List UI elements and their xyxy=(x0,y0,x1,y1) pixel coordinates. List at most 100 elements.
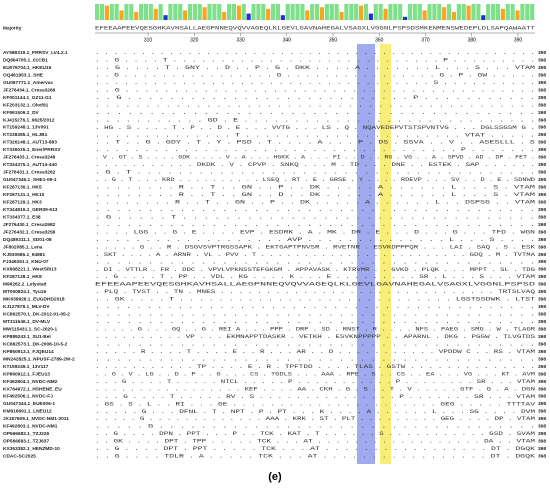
sequence: . . . . . . . . . . . . . . . . . . . . … xyxy=(95,110,535,116)
conservation-bar xyxy=(393,4,398,20)
sequence: . . . . . . . . . . . TP . . . . E . R .… xyxy=(95,364,535,370)
conservation-bar xyxy=(461,4,466,20)
sequence-name: KF287129.1_HK3 xyxy=(3,199,42,205)
end-position: 398 xyxy=(538,304,546,310)
end-position: 398 xyxy=(538,386,546,392)
ruler-label: 310 xyxy=(144,37,153,43)
conservation-bar xyxy=(407,4,413,20)
end-position: 398 xyxy=(538,379,546,385)
conservation-bar xyxy=(129,4,134,20)
sequence-name: M96262.2_Lelystad xyxy=(3,282,47,288)
sequence-name: KF492506.1_NVDC-FJ xyxy=(3,394,53,400)
end-position: 398 xyxy=(538,132,546,138)
end-position: 398 xyxy=(538,110,546,116)
conservation-bar xyxy=(491,4,496,20)
conservation-bar xyxy=(104,5,109,20)
conservation-bar xyxy=(236,5,241,20)
conservation-bar xyxy=(241,4,246,20)
end-position: 398 xyxy=(538,72,546,78)
conservation-bar xyxy=(520,4,525,20)
sequence-name: CDAC-SC2025 xyxy=(3,454,36,460)
conservation-bar xyxy=(285,4,290,20)
conservation-bar xyxy=(495,4,501,20)
conservation-bar xyxy=(197,4,202,20)
sequence-name: JF276431.1_Cresa3262 xyxy=(3,170,56,176)
sequence-name: KP860912.1_FJEU13 xyxy=(3,371,50,377)
conservation-bar xyxy=(251,4,256,20)
end-position: 398 xyxy=(538,162,546,168)
sequence: . . . . . . . . R . . T . . GN . . D . .… xyxy=(95,192,535,198)
conservation-bar xyxy=(388,4,393,20)
sequence-name: KT336025.1_Ener/PRRSV xyxy=(3,147,61,153)
yellow-highlight xyxy=(380,44,391,464)
conservation-bar xyxy=(359,5,364,20)
majority-label: Majority xyxy=(3,25,22,31)
sequence-name: KT344816.1_GER09-613 xyxy=(3,207,58,213)
sequence-name: KX363382.1_HENZMD-10 xyxy=(3,446,60,452)
sequence: . . . . . G . . . GQ . . G . REI A . . .… xyxy=(95,327,535,333)
sequence: . . . . . . . . . . . . . . . . . . . . … xyxy=(95,356,535,362)
end-position: 398 xyxy=(538,349,546,355)
end-position: 398 xyxy=(538,50,546,56)
sequence-name: KP889243.1_SU1-Bel xyxy=(3,334,51,340)
end-position: 398 xyxy=(538,192,546,198)
ruler-label: 320 xyxy=(190,37,199,43)
sequence: . . GK . . . . DPT . TPP . . . . . TCK .… xyxy=(95,439,535,445)
sequence-name: KC862573.1_DK-2008-10-5-2 xyxy=(3,341,68,347)
end-position: 398 xyxy=(538,424,546,430)
end-position: 398 xyxy=(538,229,546,235)
conservation-bar xyxy=(442,7,447,20)
blue-highlight xyxy=(357,44,375,464)
conservation-bar xyxy=(227,4,232,20)
end-position: 398 xyxy=(538,371,546,377)
sequence-name: KT238385.1_HLJB1 xyxy=(3,132,48,138)
conservation-bar xyxy=(202,7,207,20)
conservation-bar xyxy=(99,4,105,20)
sequence: . . . . . . . . . . VP . . . EKMNAPPTDAS… xyxy=(95,334,535,340)
end-position: 398 xyxy=(538,155,546,161)
sequence: . . . . . . . . . . . . . . . . . . . . … xyxy=(95,80,535,86)
end-position: 398 xyxy=(538,102,546,108)
sequence: . . . . . . . . . . . . . . . . . . . . … xyxy=(95,207,535,213)
conservation-bar xyxy=(432,4,437,20)
conservation-bar xyxy=(173,4,178,20)
sequence: . . . . . . . . . . . DKDK . V . CPVP . … xyxy=(95,162,535,168)
conservation-bar xyxy=(349,4,354,20)
end-position: 398 xyxy=(538,87,546,93)
conservation-bar xyxy=(266,8,271,20)
conservation-bar xyxy=(500,8,505,20)
end-position: 398 xyxy=(538,214,546,220)
sequence-name: OP566683.1_TZJ637 xyxy=(3,439,49,445)
end-position: 398 xyxy=(538,147,546,153)
conservation-bar xyxy=(207,4,212,20)
end-position: 398 xyxy=(538,446,546,452)
sequence-name: KJ127878.1_MLV-DV xyxy=(3,304,50,310)
end-position: 398 xyxy=(538,364,546,370)
conservation-bar xyxy=(368,13,373,20)
sequence-name: KM916691.1_LNEU12 xyxy=(3,409,52,415)
conservation-bar xyxy=(481,15,486,20)
sequence: . . . . . . . . R . . T . . GN . . P . .… xyxy=(95,185,535,191)
caption: (e) xyxy=(268,471,282,483)
conservation-bar xyxy=(114,4,119,20)
conservation-bar xyxy=(383,8,388,20)
sequence: . DI . VTTLR . FR . DDC . VPVLVPKNSSTEFG… xyxy=(95,267,535,273)
end-position: 398 xyxy=(538,185,546,191)
sequence: . . . . . . . . . . . . . . . . . . . . … xyxy=(95,102,535,108)
sequence: . . . . . G . . R . DSGVSVPTRGSSAPK . EK… xyxy=(95,244,535,250)
sequence: . . . . . . . . . . . . . . . . . . . . … xyxy=(95,50,535,56)
conservation-bar xyxy=(163,15,168,20)
end-position: 398 xyxy=(538,439,546,445)
sequence-name: MN242825.1_NPUSF-2789-2W-2 xyxy=(3,356,75,362)
conservation-bar xyxy=(505,4,510,20)
conservation-bar xyxy=(447,4,452,20)
sequence-name: JF276430.1_Cresa2982 xyxy=(3,222,56,228)
sequence-name: JF276434.1_Cresa3266 xyxy=(3,87,56,93)
ruler-label: 370 xyxy=(421,37,430,43)
ruler-label: 360 xyxy=(375,37,384,43)
conservation-bar xyxy=(334,4,339,20)
conservation-bar xyxy=(153,8,158,20)
sequence-name: OQ461953.1_SHE xyxy=(3,72,44,78)
conservation-bar xyxy=(456,4,461,20)
ruler-label: 350 xyxy=(329,37,338,43)
